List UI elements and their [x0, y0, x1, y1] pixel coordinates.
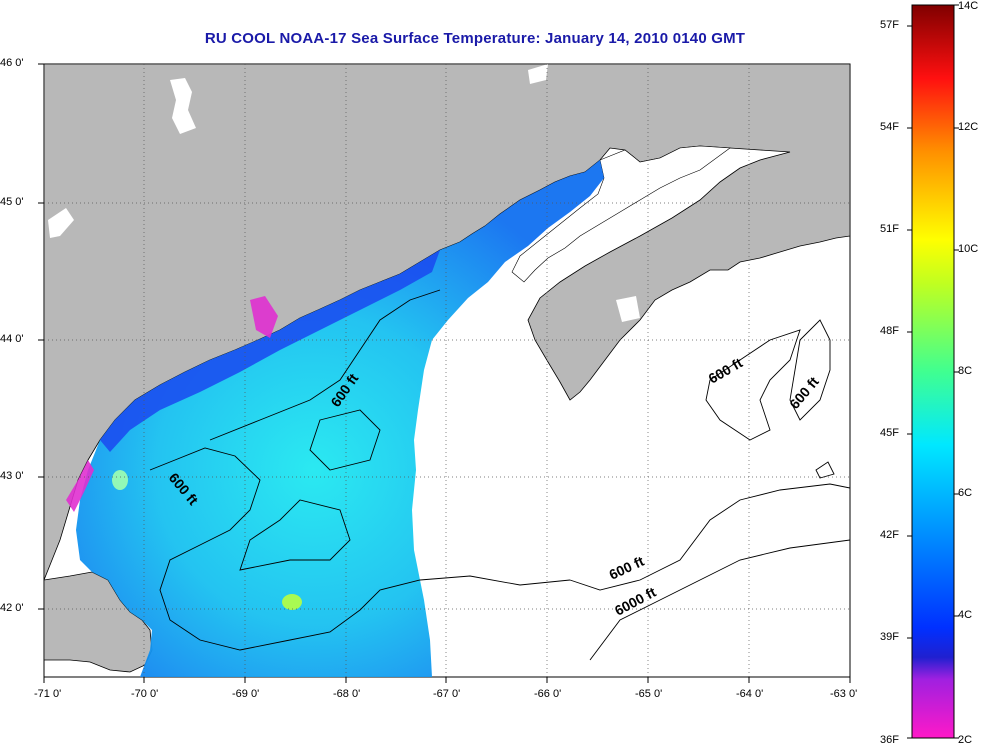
- colorbar-f-label: 42F: [880, 529, 899, 541]
- lon-tick-label: -64 0': [736, 688, 764, 700]
- bay-of-fundy: [511, 145, 731, 283]
- colorbar-c-label: 14C: [958, 0, 979, 12]
- lake: [616, 296, 640, 322]
- lat-tick-label: 46 0': [0, 57, 24, 69]
- sst-coastal-cold: [100, 250, 440, 452]
- lake: [48, 208, 74, 238]
- tick-marks: [38, 63, 851, 683]
- colorbar-c-label: 4C: [958, 609, 973, 621]
- lon-tick-label: -65 0': [635, 688, 663, 700]
- lat-tick-label: 43 0': [0, 470, 24, 482]
- lon-tick-label: -68 0': [333, 688, 361, 700]
- sst-warm-spot: [282, 594, 302, 610]
- isobaths: [149, 289, 850, 661]
- lat-tick-label: 44 0': [0, 333, 24, 345]
- colorbar-f-label: 57F: [880, 19, 899, 31]
- colorbar-c-label: 2C: [958, 734, 973, 746]
- colorbar-f-label: 48F: [880, 325, 899, 337]
- colorbar-f-label: 45F: [880, 427, 899, 439]
- lon-tick-label: -63 0': [830, 688, 858, 700]
- lon-tick-label: -67 0': [433, 688, 461, 700]
- lon-tick-label: -66 0': [534, 688, 562, 700]
- sst-nearshore-warm: [66, 460, 94, 512]
- lon-tick-label: -70 0': [131, 688, 159, 700]
- colorbar-f-label: 36F: [880, 734, 899, 746]
- lake: [170, 78, 196, 134]
- colorbar-c-label: 6C: [958, 487, 973, 499]
- map-title: RU COOL NOAA-17 Sea Surface Temperature:…: [204, 30, 746, 47]
- lat-tick-label: 42 0': [0, 602, 24, 614]
- colorbar-c-label: 12C: [958, 121, 979, 133]
- lake: [528, 64, 548, 84]
- lat-tick-label: 45 0': [0, 196, 24, 208]
- colorbar-c-label: 8C: [958, 365, 973, 377]
- colorbar-f-label: 54F: [880, 121, 899, 133]
- colorbar-f-label: 51F: [880, 223, 899, 235]
- colorbar: [911, 4, 955, 739]
- colorbar-f-label: 39F: [880, 631, 899, 643]
- sst-field: [76, 160, 604, 677]
- lon-tick-label: -71 0': [34, 688, 62, 700]
- lon-tick-label: -69 0': [232, 688, 260, 700]
- colorbar-c-label: 10C: [958, 243, 979, 255]
- colorbar-ticks: [907, 4, 959, 739]
- sst-nearshore-warm: [250, 296, 278, 338]
- sst-warm-spot: [112, 470, 128, 490]
